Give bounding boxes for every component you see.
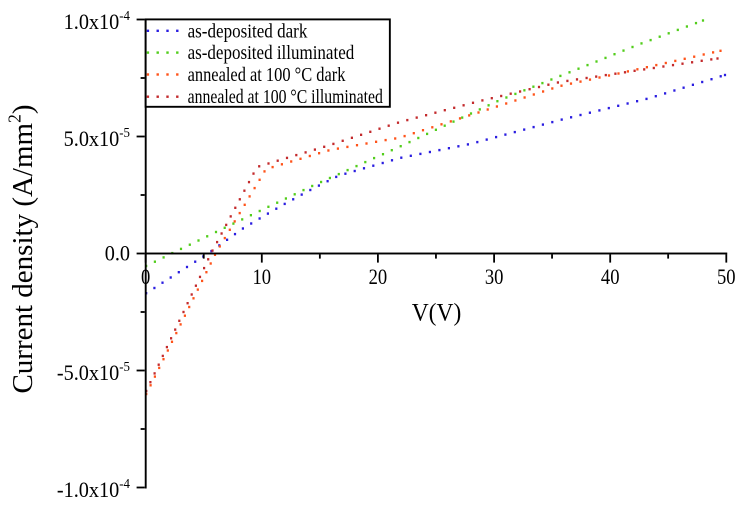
svg-text:annealed at 100 °C dark: annealed at 100 °C dark <box>188 64 347 86</box>
svg-text:40: 40 <box>601 266 620 290</box>
svg-text:20: 20 <box>369 266 388 290</box>
svg-text:0.0: 0.0 <box>105 241 130 266</box>
svg-text:0: 0 <box>141 266 150 290</box>
svg-text:-1.0x10-4: -1.0x10-4 <box>57 476 130 503</box>
svg-text:annealed at 100 °C illuminated: annealed at 100 °C illuminated <box>188 85 383 107</box>
svg-text:as-deposited illuminated: as-deposited illuminated <box>188 42 355 65</box>
svg-text:50: 50 <box>717 266 736 290</box>
svg-text:V(V): V(V) <box>412 299 462 327</box>
svg-text:10: 10 <box>253 266 272 290</box>
svg-text:1.0x10-4: 1.0x10-4 <box>64 8 131 35</box>
svg-text:30: 30 <box>485 266 504 290</box>
svg-text:as-deposited dark: as-deposited dark <box>188 20 308 43</box>
svg-text:Current density (A/mm2): Current density (A/mm2) <box>5 104 40 393</box>
svg-text:-5.0x10-5: -5.0x10-5 <box>57 359 130 386</box>
svg-text:5.0x10-5: 5.0x10-5 <box>64 125 131 152</box>
